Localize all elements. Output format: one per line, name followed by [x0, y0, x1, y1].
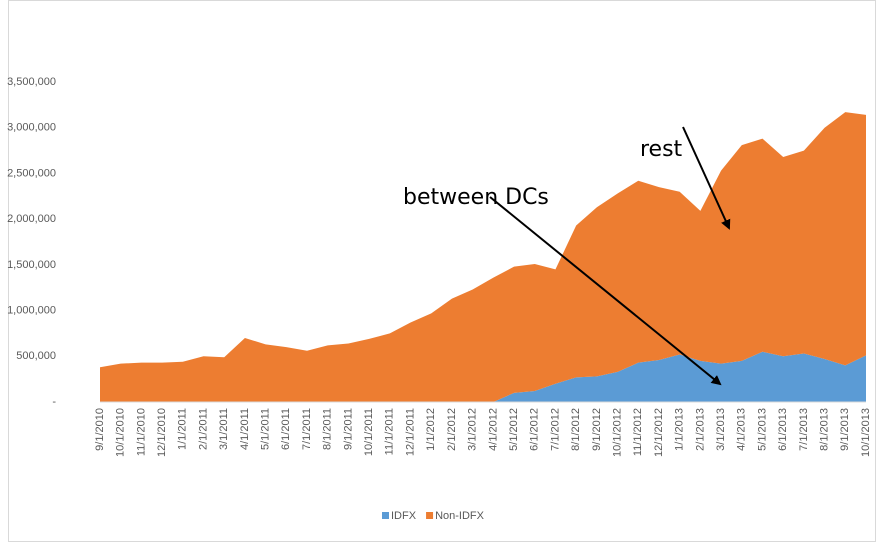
x-tick-label: 12/1/2010	[156, 408, 168, 457]
x-tick-label: 5/1/2012	[508, 408, 520, 451]
x-tick-label: 7/1/2013	[798, 408, 810, 451]
x-tick-label: 9/1/2011	[342, 408, 354, 450]
y-tick-label: 3,500,000	[7, 76, 56, 88]
x-tick-label: 6/1/2013	[777, 408, 789, 451]
x-tick-label: 11/1/2011	[384, 408, 396, 455]
x-tick-label: 5/1/2013	[756, 408, 768, 451]
area	[100, 351, 866, 402]
x-tick-label: 9/1/2010	[94, 408, 106, 451]
x-tick-label: 10/1/2013	[860, 408, 872, 457]
x-tick-label: 4/1/2011	[239, 408, 251, 450]
y-tick-label: 2,000,000	[7, 213, 56, 225]
y-tick-label: 3,000,000	[7, 122, 56, 134]
legend-label: IDFX	[391, 510, 417, 522]
x-tick-label: 2/1/2012	[446, 408, 458, 451]
x-tick-label: 1/1/2012	[425, 408, 437, 451]
y-tick-label: 500,000	[16, 350, 56, 362]
area	[100, 112, 866, 403]
x-tick-label: 11/1/2010	[135, 408, 147, 456]
y-tick-label: 2,500,000	[7, 167, 56, 179]
x-tick-label: 8/1/2013	[819, 408, 831, 451]
x-tick-label: 1/1/2013	[674, 408, 686, 451]
arrow	[682, 126, 731, 230]
y-tick-label: 1,000,000	[7, 304, 56, 316]
x-tick-label: 9/1/2013	[839, 408, 851, 451]
annotation: rest	[640, 137, 683, 162]
x-tick-label: 6/1/2011	[280, 408, 292, 450]
x-tick-label: 1/1/2011	[177, 408, 189, 450]
x-tick-label: 12/1/2012	[653, 408, 665, 457]
x-tick-label: 4/1/2012	[487, 408, 499, 451]
chart-border	[8, 0, 876, 542]
x-tick-label: 5/1/2011	[260, 408, 272, 450]
x-tick-label: 10/1/2011	[363, 408, 375, 456]
x-tick-label: 3/1/2012	[467, 408, 479, 451]
legend-swatch	[426, 512, 434, 519]
x-tick-label: 3/1/2013	[715, 408, 727, 451]
x-tick-label: 7/1/2012	[549, 408, 561, 451]
y-tick-label: 1,500,000	[7, 259, 56, 271]
plot-area: - 500,000 1,000,000 1,500,000 2,000,000 2,500…	[7, 76, 872, 522]
annotation: between DCs	[403, 185, 549, 210]
x-tick-label: 3/1/2011	[218, 408, 230, 450]
x-tick-label: 10/1/2012	[611, 408, 623, 457]
x-tick-label: 8/1/2012	[570, 408, 582, 451]
y-tick-label: -	[52, 396, 56, 408]
x-tick-label: 7/1/2011	[301, 408, 313, 450]
x-tick-label: 9/1/2012	[591, 408, 603, 451]
x-tick-label: 4/1/2013	[736, 408, 748, 451]
x-tick-label: 10/1/2010	[115, 408, 127, 457]
x-tick-label: 11/1/2012	[632, 408, 644, 456]
x-tick-label: 12/1/2011	[404, 408, 416, 456]
x-tick-label: 8/1/2011	[322, 408, 334, 450]
legend-label: Non-IDFX	[435, 510, 485, 522]
x-tick-label: 2/1/2011	[197, 408, 209, 450]
x-tick-label: 2/1/2013	[694, 408, 706, 451]
arrow	[489, 196, 722, 386]
legend-swatch	[382, 512, 389, 519]
x-tick-label: 6/1/2012	[529, 408, 541, 451]
